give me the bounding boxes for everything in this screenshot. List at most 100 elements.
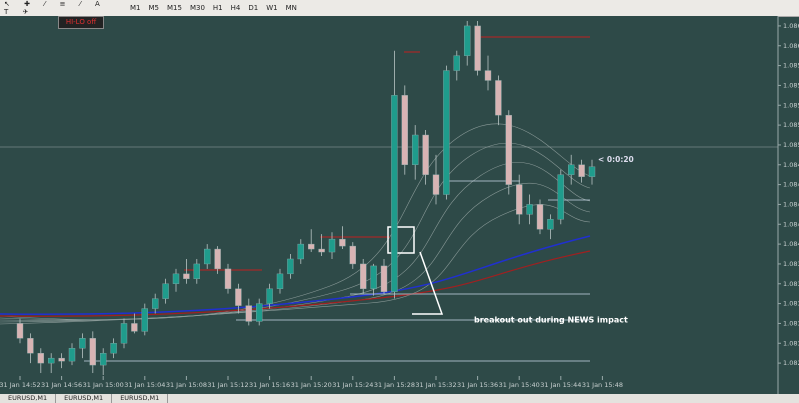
- candle-body: [328, 238, 336, 253]
- y-tick-label: 1.0862: [783, 22, 799, 30]
- candle-body: [308, 243, 315, 250]
- x-tick-label: 31 Jan 14:56: [41, 381, 82, 389]
- tabs: EURUSD,M1 EURUSD,M1 EURUSD,M1: [0, 394, 799, 403]
- y-tick-label: 1.0828: [783, 359, 799, 367]
- x-tick-label: 31 Jan 15:12: [207, 381, 248, 389]
- candle-body: [151, 298, 159, 309]
- y-tick-label: 1.0860: [783, 42, 799, 50]
- chart-tab[interactable]: EURUSD,M1: [112, 394, 169, 403]
- candle-body: [360, 263, 367, 289]
- candle-body: [27, 338, 34, 354]
- y-tick-label: 1.0834: [783, 300, 799, 308]
- candle-body: [568, 164, 575, 175]
- timeframe-button[interactable]: M15: [167, 4, 182, 12]
- candle-body: [422, 134, 429, 175]
- candle-body: [484, 70, 492, 81]
- x-tick-label: 31 Jan 15:36: [457, 381, 498, 389]
- candle-body: [162, 283, 169, 299]
- candle-body: [256, 303, 263, 322]
- candle-body: [474, 25, 481, 71]
- x-tick-label: 31 Jan 15:44: [540, 381, 581, 389]
- timer: < 0:0:20: [598, 155, 634, 164]
- timeframe-button[interactable]: H1: [212, 4, 223, 12]
- x-tick-label: 31 Jan 15:16: [249, 381, 290, 389]
- tool-icons[interactable]: ↖ ✚ ⁄ ≡ ⁄ A T ✈: [4, 0, 106, 16]
- candle-body: [495, 80, 502, 116]
- y-tick-label: 1.0852: [783, 121, 799, 129]
- chart-tab[interactable]: EURUSD,M1: [56, 394, 113, 403]
- candle-body: [183, 273, 190, 280]
- candle-body: [110, 343, 117, 354]
- x-tick-label: 31 Jan 14:52: [0, 381, 41, 389]
- chart: breakout out during NEWS impact < 0:0:20…: [0, 16, 799, 394]
- hilo-button[interactable]: HI-LO off: [58, 16, 104, 29]
- y-tick-label: 1.0854: [783, 101, 799, 109]
- candle-body: [58, 357, 65, 362]
- candle-body: [193, 263, 201, 280]
- candle-body: [287, 258, 294, 275]
- x-tick-label: 31 Jan 15:40: [499, 381, 540, 389]
- candle-body: [401, 95, 408, 165]
- candle-body: [516, 184, 523, 215]
- y-tick-label: 1.0846: [783, 181, 799, 189]
- candle-body: [526, 204, 533, 215]
- candle-body: [412, 134, 419, 165]
- x-tick-label: 31 Jan 15:08: [166, 381, 207, 389]
- candle-body: [391, 95, 398, 292]
- y-tick-label: 1.0858: [783, 62, 799, 70]
- candle-body: [214, 248, 221, 270]
- x-tick-label: 31 Jan 15:32: [415, 381, 456, 389]
- candle-body: [318, 248, 325, 253]
- timeframe-button[interactable]: M1: [130, 4, 141, 12]
- candle-body: [48, 357, 55, 364]
- timeframe-button[interactable]: MN: [285, 4, 297, 12]
- timeframe-button[interactable]: D1: [248, 4, 259, 12]
- y-tick-label: 1.0830: [783, 339, 799, 347]
- candle-body: [505, 114, 512, 185]
- candle-body: [547, 219, 554, 230]
- candle-body: [89, 338, 97, 366]
- timeframe-button[interactable]: H4: [230, 4, 241, 12]
- candle-body: [578, 164, 585, 177]
- candle-body: [276, 273, 284, 289]
- candle-body: [349, 245, 356, 265]
- candle-body: [536, 204, 544, 230]
- x-tick-label: 31 Jan 15:48: [582, 381, 623, 389]
- candle-body: [266, 288, 273, 304]
- highlight-box: [387, 226, 415, 254]
- timeframe-button[interactable]: M30: [189, 4, 205, 12]
- y-tick-label: 1.0842: [783, 220, 799, 228]
- candle-body: [37, 352, 44, 364]
- y-tick-label: 1.0844: [783, 200, 799, 208]
- toolbar: ↖ ✚ ⁄ ≡ ⁄ A T ✈ M1 M5 M15 M30 H1 H4 D1 W1 MN: [0, 0, 799, 17]
- y-tick-label: 1.0836: [783, 280, 799, 288]
- candle-body: [370, 265, 377, 289]
- candle-body: [203, 248, 211, 265]
- x-tick-label: 31 Jan 15:20: [291, 381, 332, 389]
- y-tick-label: 1.0838: [783, 260, 799, 268]
- candle-body: [297, 243, 304, 260]
- candle-body: [588, 166, 596, 177]
- y-tick-label: 1.0850: [783, 141, 799, 149]
- candle-body: [432, 174, 440, 195]
- candle-body: [99, 352, 107, 366]
- ma-blue: [0, 235, 591, 316]
- timeframe-button[interactable]: M5: [148, 4, 160, 12]
- candle-body: [453, 55, 460, 71]
- candle-body: [120, 323, 128, 344]
- timeframe-button[interactable]: W1: [266, 4, 278, 12]
- chart-tab[interactable]: EURUSD,M1: [0, 394, 57, 403]
- candle-body: [79, 338, 86, 349]
- candle-body: [464, 25, 471, 56]
- levels: [84, 180, 590, 362]
- arrow: [412, 251, 444, 315]
- candle-body: [16, 323, 24, 339]
- candle-body: [235, 288, 242, 306]
- candle-body: [224, 268, 232, 289]
- candle-body: [172, 273, 180, 284]
- candle-body: [131, 323, 138, 332]
- y-tick-label: 1.0840: [783, 240, 799, 248]
- candle-body: [68, 348, 76, 362]
- x-tick-label: 31 Jan 15:28: [374, 381, 415, 389]
